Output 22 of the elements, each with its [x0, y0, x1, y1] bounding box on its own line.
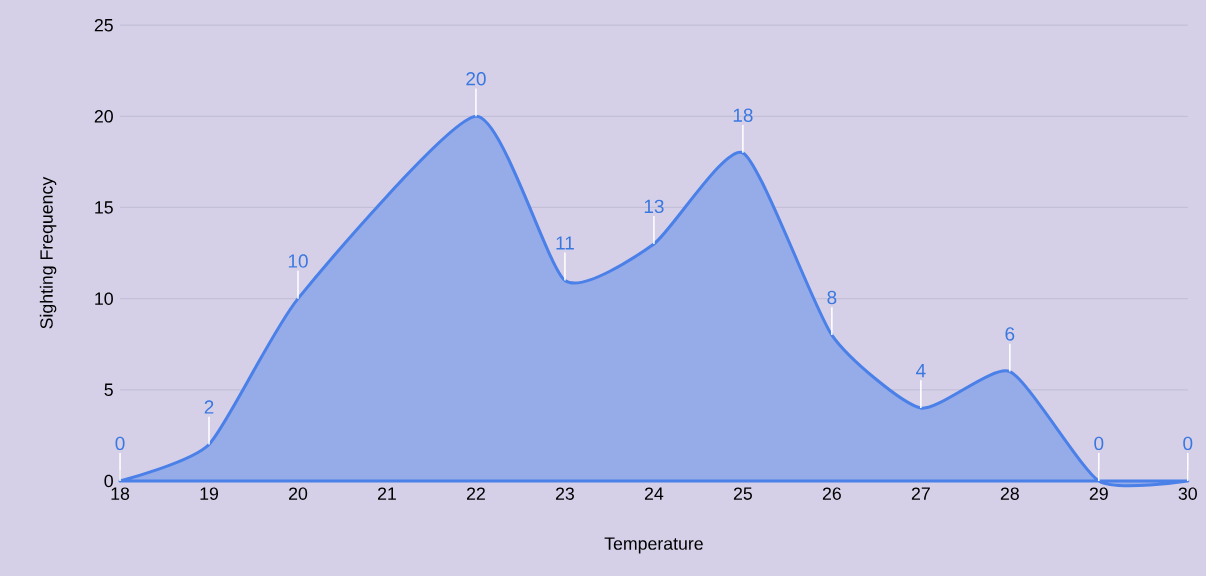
x-tick-label: 30	[1178, 487, 1197, 500]
y-tick-label: 10	[95, 292, 113, 305]
x-tick-label: 19	[200, 487, 219, 500]
x-tick-label: 20	[289, 487, 308, 500]
x-tick-label: 28	[1000, 487, 1019, 500]
y-tick-label: 25	[94, 18, 113, 32]
x-tick-label: 24	[644, 487, 664, 500]
x-tick-label: 21	[378, 487, 396, 500]
y-axis-title: Sighting Frequency	[39, 176, 57, 329]
x-tick-label: 25	[733, 487, 752, 500]
x-tick-label: 22	[466, 487, 485, 500]
x-axis-title: Temperature	[604, 537, 703, 554]
y-tick-label: 15	[95, 201, 113, 214]
y-tick-label: 5	[104, 383, 113, 396]
x-tick-label: 23	[555, 487, 574, 500]
x-tick-label: 26	[822, 487, 841, 500]
x-tick-label: 29	[1089, 487, 1108, 500]
x-tick-label: 18	[111, 487, 130, 500]
y-tick-label: 0	[104, 474, 113, 488]
y-tick-label: 20	[94, 110, 113, 123]
data-label: 20	[466, 72, 486, 86]
x-tick-label: 27	[911, 487, 930, 500]
